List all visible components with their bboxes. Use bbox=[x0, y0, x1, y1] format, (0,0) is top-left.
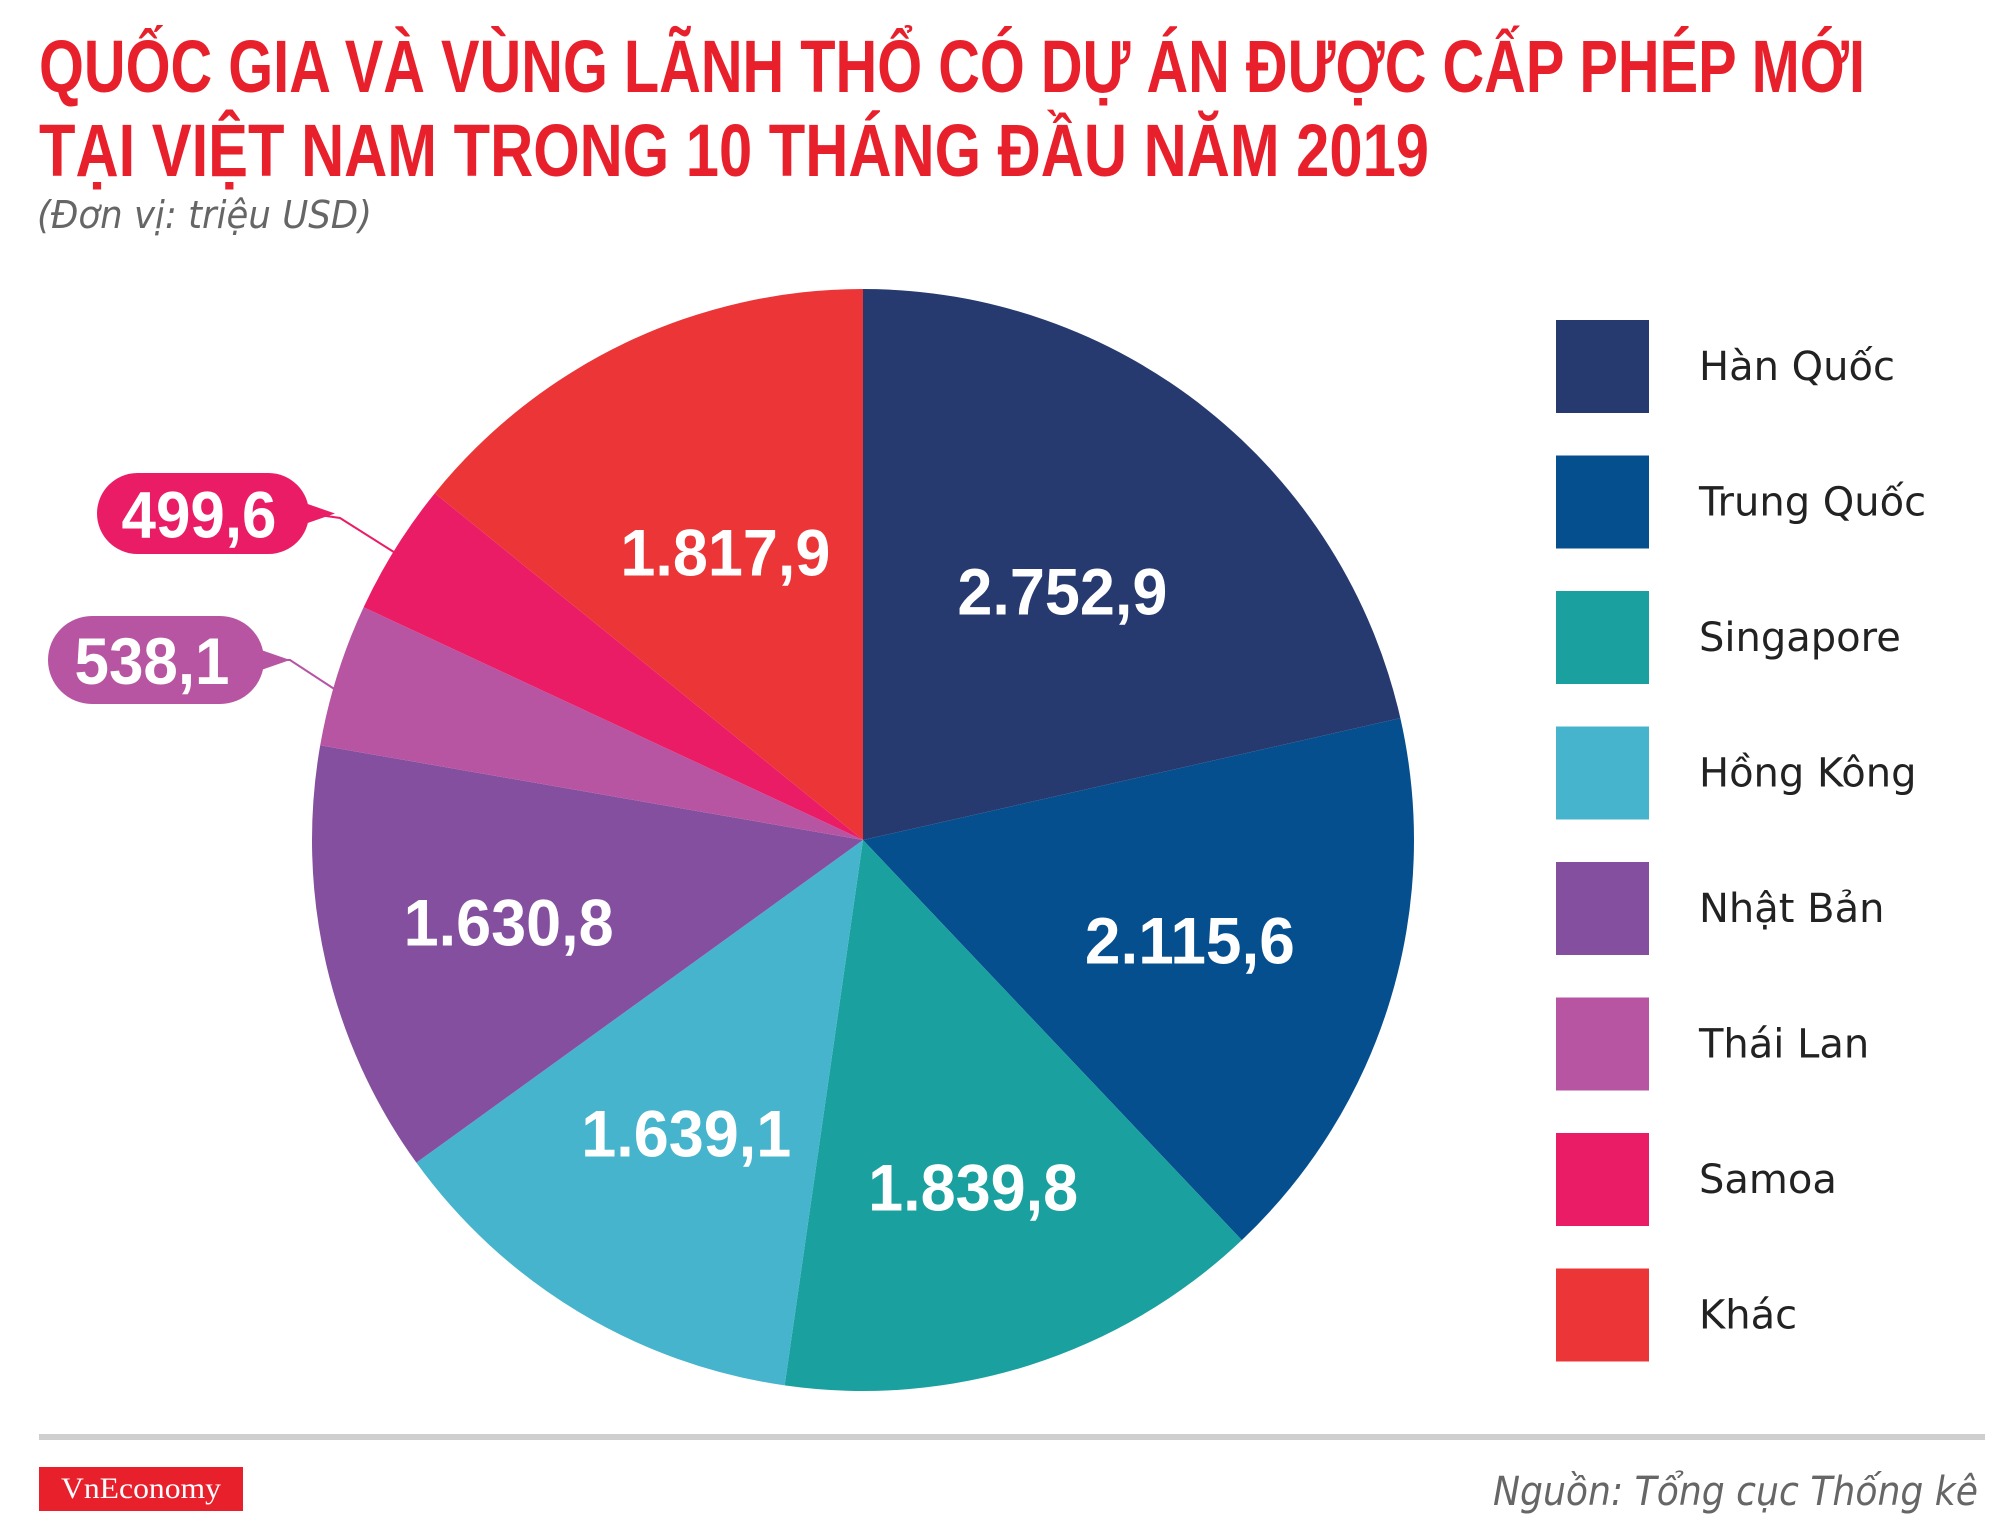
callout-bubble-samoa bbox=[97, 473, 309, 554]
pie-slice-trung-quoc bbox=[863, 718, 1415, 1241]
data-label-singapore: 1.839,8 bbox=[868, 1151, 1078, 1225]
pie-callouts: 499,6 538,1 bbox=[48, 473, 398, 704]
data-label-hong-kong: 1.639,1 bbox=[581, 1096, 791, 1170]
data-label-han-quoc: 2.752,9 bbox=[957, 554, 1167, 628]
callout-pointer-thai-lan bbox=[244, 644, 290, 676]
pie-slice-khac bbox=[434, 288, 863, 840]
brand-logo-text: VnEconomy bbox=[61, 1472, 221, 1505]
pie-slice-hong-kong bbox=[416, 840, 863, 1386]
data-label-khac: 1.817,9 bbox=[620, 516, 830, 590]
callout-bubble-thai-lan bbox=[48, 616, 264, 704]
legend: Hàn Quốc Trung Quốc Singapore Hồng Kông Nhật… bbox=[1556, 320, 1926, 1362]
legend-swatch-han-quoc bbox=[1556, 320, 1649, 413]
pie-slice-han-quoc bbox=[863, 289, 1401, 840]
pie-labels: 2.752,9 2.115,6 1.839,8 1.639,1 1.630,8 1.817… bbox=[404, 516, 1295, 1225]
pie-slice-nhat-ban bbox=[312, 745, 863, 1163]
legend-swatch-trung-quoc bbox=[1556, 455, 1649, 549]
callout-pointer-samoa bbox=[289, 497, 335, 530]
legend-label-samoa: Samoa bbox=[1699, 1157, 1837, 1203]
legend-label-nhat-ban: Nhật Bản bbox=[1699, 886, 1885, 932]
legend-label-han-quoc: Hàn Quốc bbox=[1699, 344, 1895, 390]
footer-divider bbox=[39, 1434, 1985, 1440]
chart-title-line-1: QUỐC GIA VÀ VÙNG LÃNH THỔ CÓ DỰ ÁN ĐƯỢC … bbox=[39, 25, 1865, 108]
callout-leader-samoa bbox=[308, 512, 398, 555]
brand-logo bbox=[39, 1467, 243, 1511]
legend-label-singapore: Singapore bbox=[1699, 615, 1901, 661]
chart-title-line-2: TẠI VIỆT NAM TRONG 10 THÁNG ĐẦU NĂM 2019 bbox=[39, 109, 1429, 192]
legend-label-trung-quoc: Trung Quốc bbox=[1698, 480, 1926, 526]
pie-slice-samoa bbox=[363, 493, 863, 840]
legend-label-thai-lan: Thái Lan bbox=[1698, 1022, 1869, 1068]
data-label-thai-lan: 538,1 bbox=[75, 624, 230, 698]
data-label-trung-quoc: 2.115,6 bbox=[1085, 903, 1295, 977]
pie-slice-singapore bbox=[784, 840, 1242, 1391]
pie-slices bbox=[312, 288, 1415, 1391]
data-label-nhat-ban: 1.630,8 bbox=[404, 886, 614, 960]
legend-label-khac: Khác bbox=[1699, 1293, 1797, 1339]
legend-swatch-thai-lan bbox=[1556, 997, 1649, 1091]
legend-swatch-samoa bbox=[1556, 1133, 1649, 1226]
legend-swatch-nhat-ban bbox=[1556, 862, 1649, 955]
legend-swatch-singapore bbox=[1556, 591, 1649, 684]
legend-swatch-khac bbox=[1556, 1268, 1649, 1362]
legend-swatch-hong-kong bbox=[1556, 726, 1649, 820]
chart-subtitle: (Đơn vị: triệu USD) bbox=[37, 193, 372, 237]
data-label-samoa: 499,6 bbox=[122, 478, 277, 552]
source-note: Nguồn: Tổng cục Thống kê bbox=[1493, 1469, 1978, 1514]
pie-slice-thai-lan bbox=[320, 607, 864, 840]
legend-label-hong-kong: Hồng Kông bbox=[1699, 751, 1916, 797]
